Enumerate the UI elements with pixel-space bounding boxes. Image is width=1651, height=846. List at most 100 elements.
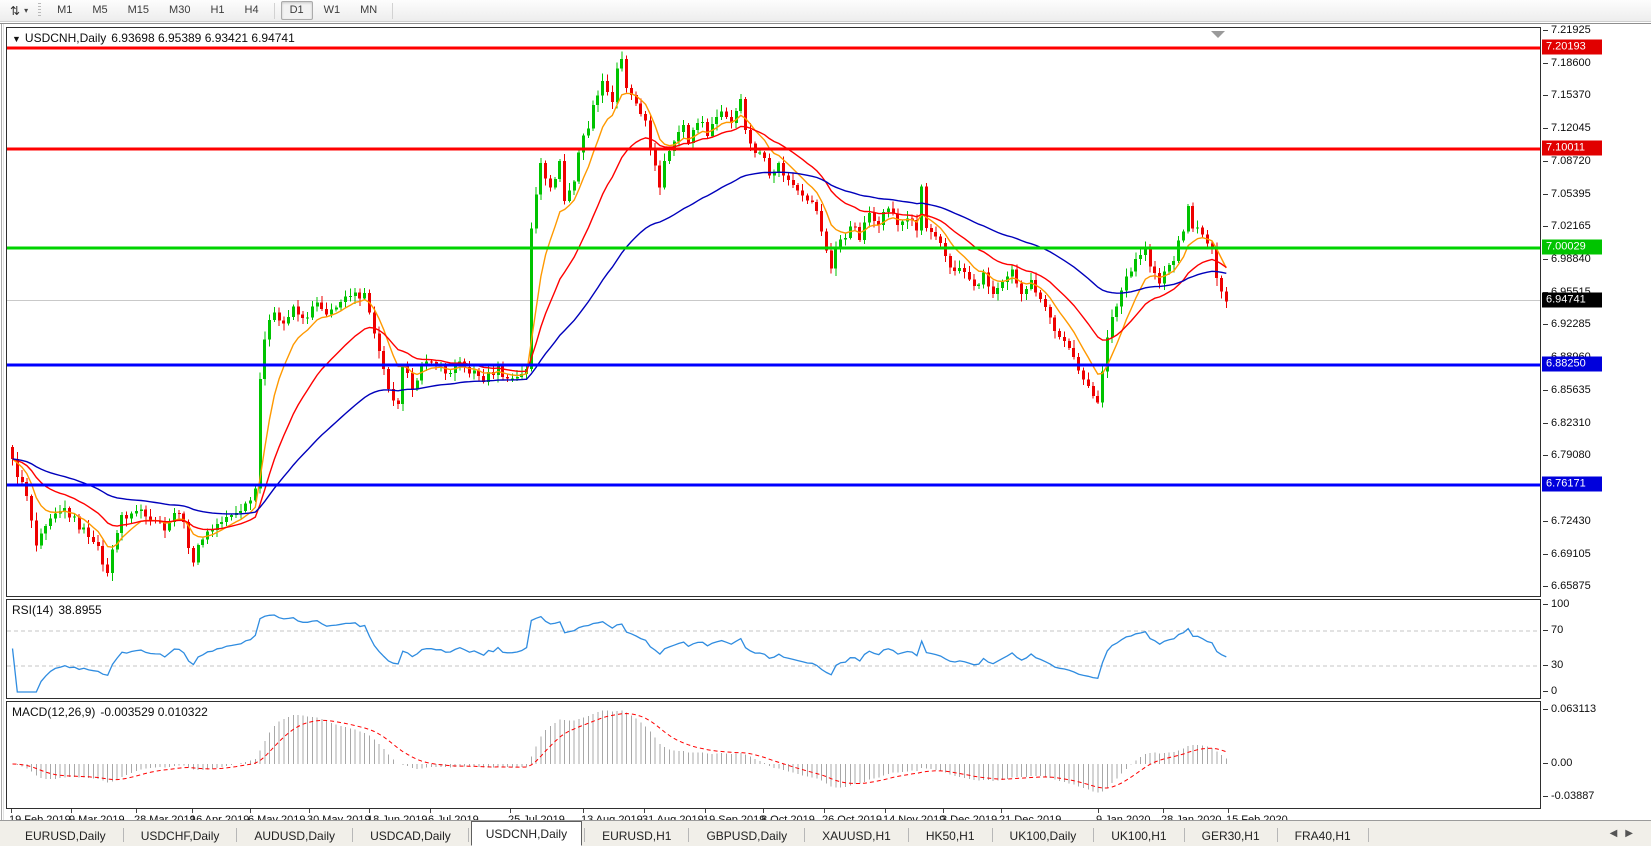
chart-tab-usdcad-daily[interactable]: USDCAD,Daily — [370, 829, 451, 843]
date-axis-tick — [1228, 809, 1229, 813]
tab-separator — [991, 828, 993, 842]
timeframe-button-M1[interactable]: M1 — [57, 4, 73, 16]
price-axis-tick: 7.18600 — [1541, 57, 1591, 69]
price-level-badge: 6.76171 — [1542, 476, 1602, 492]
timeframe-button-D1[interactable]: D1 — [280, 1, 313, 20]
rsi-value: 38.8955 — [58, 603, 102, 617]
chart-tab-gbpusd-daily[interactable]: GBPUSD,Daily — [706, 829, 788, 843]
candlestick-series — [11, 51, 1228, 582]
date-axis-tick — [369, 809, 370, 813]
date-axis-tick — [309, 809, 310, 813]
chart-tab-uk100-h1[interactable]: UK100,H1 — [1111, 829, 1167, 843]
triangle-down-icon[interactable]: ▼ — [12, 34, 21, 44]
rsi-axis-tick: 100 — [1541, 598, 1569, 610]
price-level-badge: 7.00029 — [1542, 239, 1602, 255]
chart-tab-eurusd-daily[interactable]: EURUSD,Daily — [25, 829, 106, 843]
date-axis-tick — [943, 809, 944, 813]
chart-symbol-period: USDCNH,Daily — [24, 31, 107, 45]
macd-canvas[interactable] — [7, 702, 1540, 808]
price-axis-tick: 6.98840 — [1541, 253, 1591, 265]
toolbar-separator — [273, 2, 275, 19]
date-axis-tick — [1163, 809, 1164, 813]
macd-name: MACD(12,26,9) — [12, 705, 96, 719]
chart-tab-ger30-h1[interactable]: GER30,H1 — [1201, 829, 1260, 843]
rsi-axis-tick: 30 — [1541, 659, 1563, 671]
timeframe-button-M15[interactable]: M15 — [127, 4, 150, 16]
date-axis-tick — [430, 809, 431, 813]
macd-histogram — [16, 710, 1227, 793]
ma-fast-line — [12, 92, 1227, 548]
timeframe-buttons: M1 M5 M15 M30 H1 H4 D1 W1 MN — [47, 1, 398, 20]
chart-tab-bar: EURUSD,Daily USDCHF,Daily AUDUSD,Daily USDC… — [0, 820, 1651, 846]
ma-mid-line — [12, 125, 1227, 531]
timeframe-toolbar: ⇅ ▾ M1 M5 M15 M30 H1 H4 D1 W1 MN — [0, 0, 1651, 22]
price-axis-tick: 6.65875 — [1541, 580, 1591, 592]
date-axis-tick — [11, 809, 12, 813]
date-axis-tick — [1001, 809, 1002, 813]
price-axis-tick: 6.79080 — [1541, 449, 1591, 461]
ma-slow-line — [12, 171, 1227, 515]
chart-tab-hk50-h1[interactable]: HK50,H1 — [925, 829, 975, 843]
arrow-right-icon[interactable]: ▶ — [1625, 828, 1641, 839]
rsi-panel[interactable]: RSI(14) 38.8955 — [6, 599, 1541, 699]
date-axis-tick — [136, 809, 137, 813]
date-axis-tick — [510, 809, 511, 813]
rsi-canvas[interactable] — [7, 600, 1540, 698]
tab-separator — [688, 828, 690, 842]
macd-values: -0.003529 0.010322 — [100, 705, 208, 719]
price-axis-tick: 7.05395 — [1541, 188, 1591, 200]
date-axis-tick — [71, 809, 72, 813]
price-axis-tick: 7.15370 — [1541, 89, 1591, 101]
date-axis-tick — [885, 809, 886, 813]
chart-window: ▼ USDCNH,Daily 6.93698 6.95389 6.93421 6.9… — [0, 23, 1651, 827]
timeframe-button-MN[interactable]: MN — [360, 4, 378, 16]
timeframe-button-M30[interactable]: M30 — [169, 4, 191, 16]
date-axis-tick — [705, 809, 706, 813]
arrow-left-icon[interactable]: ◀ — [1609, 828, 1626, 839]
caret-down-icon[interactable]: ▾ — [24, 6, 29, 15]
tab-separator — [236, 828, 238, 842]
price-axis-tick: 6.85635 — [1541, 384, 1591, 396]
date-axis-tick — [824, 809, 825, 813]
chart-title: ▼ USDCNH,Daily 6.93698 6.95389 6.93421 6.9… — [12, 31, 300, 45]
price-axis-tick: 7.21925 — [1541, 24, 1591, 36]
timeframe-button-M5[interactable]: M5 — [92, 4, 108, 16]
tab-separator — [1367, 828, 1369, 842]
tab-separator — [1093, 828, 1095, 842]
macd-axis-tick: 0.00 — [1541, 757, 1572, 769]
current-price-badge: 6.94741 — [1542, 292, 1602, 308]
chart-shift-marker-icon[interactable] — [1211, 31, 1225, 38]
chart-tab-usdcnh-daily[interactable]: USDCNH,Daily — [470, 821, 583, 846]
tab-separator — [804, 828, 806, 842]
macd-panel[interactable]: MACD(12,26,9) -0.003529 0.010322 — [6, 701, 1541, 809]
tabs-holder: EURUSD,Daily USDCHF,Daily AUDUSD,Daily USDC… — [10, 821, 1371, 846]
price-level-badge: 6.88250 — [1542, 356, 1602, 372]
price-axis-tick: 6.82310 — [1541, 417, 1591, 429]
chart-tab-fra40-h1[interactable]: FRA40,H1 — [1294, 829, 1351, 843]
chart-tab-eurusd-h1[interactable]: EURUSD,H1 — [602, 829, 672, 843]
timeframe-button-W1[interactable]: W1 — [323, 4, 341, 16]
tab-separator — [1276, 828, 1278, 842]
price-axis-tick: 7.02165 — [1541, 220, 1591, 232]
window-left-edge — [1, 24, 4, 820]
price-chart-panel[interactable]: ▼ USDCNH,Daily 6.93698 6.95389 6.93421 6.9… — [6, 27, 1541, 597]
date-axis-tick — [763, 809, 764, 813]
macd-label: MACD(12,26,9) -0.003529 0.010322 — [12, 705, 213, 719]
date-axis-tick — [192, 809, 193, 813]
tab-separator — [467, 828, 469, 842]
chart-tab-audusd-daily[interactable]: AUDUSD,Daily — [254, 829, 336, 843]
toolbar-grip[interactable] — [38, 3, 42, 18]
chart-ohlc-values: 6.93698 6.95389 6.93421 6.94741 — [111, 31, 295, 45]
price-level-badge: 7.10011 — [1542, 140, 1602, 156]
chart-tab-uk100-daily[interactable]: UK100,Daily — [1009, 829, 1077, 843]
tab-separator — [907, 828, 909, 842]
timeframe-button-H1[interactable]: H1 — [210, 4, 225, 16]
timeframe-button-H4[interactable]: H4 — [244, 4, 259, 16]
chart-tab-usdchf-daily[interactable]: USDCHF,Daily — [140, 829, 220, 843]
macd-axis-tick: -0.03887 — [1541, 790, 1594, 802]
date-axis-tick — [1098, 809, 1099, 813]
chart-tab-xauusd-h1[interactable]: XAUUSD,H1 — [822, 829, 891, 843]
main-chart-canvas[interactable] — [7, 28, 1540, 596]
tab-separator — [584, 828, 586, 842]
double-arrow-icon[interactable]: ⇅ — [10, 3, 21, 18]
